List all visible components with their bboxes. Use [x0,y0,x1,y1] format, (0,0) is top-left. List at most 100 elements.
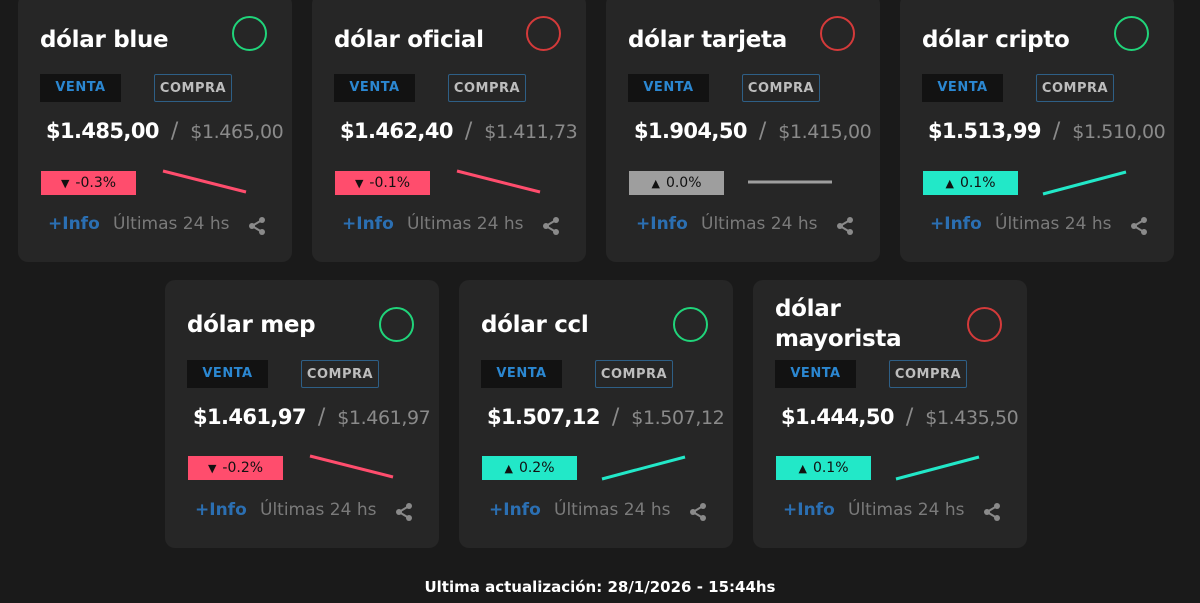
sparkline [162,169,247,194]
share-icon[interactable] [394,502,414,522]
card-title: dólar tarjeta [628,27,787,53]
change-badge: ▲ 0.1% [776,456,871,480]
compra-tab[interactable]: COMPRA [742,74,820,102]
change-value: -0.2% [222,460,264,476]
share-icon[interactable] [541,216,561,236]
venta-tab[interactable]: VENTA [775,360,856,388]
venta-tab[interactable]: VENTA [628,74,709,102]
trend-circle-icon [526,16,561,51]
venta-tab[interactable]: VENTA [40,74,121,102]
change-value: 0.0% [665,175,702,191]
more-info-link[interactable]: +Info [195,500,247,520]
triangle-up-icon: ▲ [798,462,807,475]
price-row: $1.462,40/$1.411,73 [340,119,578,144]
more-info-link[interactable]: +Info [48,214,100,234]
venta-tab[interactable]: VENTA [481,360,562,388]
buy-price: $1.465,00 [190,121,284,143]
venta-tab[interactable]: VENTA [334,74,415,102]
compra-tab[interactable]: COMPRA [154,74,232,102]
change-badge: ▼ -0.2% [188,456,283,480]
venta-tab[interactable]: VENTA [187,360,268,388]
card-title: dólar mep [187,312,316,338]
sparkline [1042,170,1127,196]
trend-circle-icon [379,307,414,342]
price-row: $1.485,00/$1.465,00 [46,119,284,144]
trend-circle-icon [232,16,267,51]
share-icon[interactable] [688,502,708,522]
compra-tab[interactable]: COMPRA [595,360,673,388]
change-value: 0.1% [812,460,849,476]
triangle-down-icon: ▼ [207,462,217,475]
period-label: Últimas 24 hs [995,214,1112,234]
period-label: Últimas 24 hs [848,500,965,520]
buy-price: $1.507,12 [631,407,725,429]
triangle-up-icon: ▲ [651,177,660,190]
price-row: $1.904,50/$1.415,00 [634,119,872,144]
change-value: -0.1% [369,175,411,191]
card-dolar-blue: dólar blue VENTA COMPRA $1.485,00/$1.465… [18,0,292,262]
price-row: $1.444,50/$1.435,50 [781,405,1019,430]
card-dolar-mayorista: dólar mayorista VENTA COMPRA $1.444,50/$… [753,280,1027,548]
more-info-link[interactable]: +Info [342,214,394,234]
period-label: Últimas 24 hs [113,214,230,234]
card-title: dólar oficial [334,27,484,53]
trend-circle-icon [967,307,1002,342]
share-icon[interactable] [1129,216,1149,236]
sparkline [601,455,686,481]
buy-price: $1.415,00 [778,121,872,143]
card-dolar-cripto: dólar cripto VENTA COMPRA $1.513,99/$1.5… [900,0,1174,262]
venta-tab[interactable]: VENTA [922,74,1003,102]
more-info-link[interactable]: +Info [930,214,982,234]
sell-price: $1.507,12 [487,405,600,429]
sell-price: $1.904,50 [634,119,747,143]
last-update-text: Ultima actualización: 28/1/2026 - 15:44h… [424,578,776,596]
more-info-link[interactable]: +Info [489,500,541,520]
sell-price: $1.485,00 [46,119,159,143]
triangle-up-icon: ▲ [504,462,513,475]
compra-tab[interactable]: COMPRA [448,74,526,102]
compra-tab[interactable]: COMPRA [1036,74,1114,102]
card-title: dólar blue [40,27,169,53]
period-label: Últimas 24 hs [554,500,671,520]
price-row: $1.513,99/$1.510,00 [928,119,1166,144]
share-icon[interactable] [247,216,267,236]
buy-price: $1.461,97 [337,407,431,429]
compra-tab[interactable]: COMPRA [301,360,379,388]
period-label: Últimas 24 hs [701,214,818,234]
sparkline [456,169,541,194]
buy-price: $1.510,00 [1072,121,1166,143]
compra-tab[interactable]: COMPRA [889,360,967,388]
triangle-down-icon: ▼ [60,177,70,190]
card-dolar-oficial: dólar oficial VENTA COMPRA $1.462,40/$1.… [312,0,586,262]
period-label: Últimas 24 hs [407,214,524,234]
card-title: dólar cripto [922,27,1070,53]
change-badge: ▲ 0.2% [482,456,577,480]
triangle-down-icon: ▼ [354,177,364,190]
change-badge: ▲ 0.1% [923,171,1018,195]
price-row: $1.461,97/$1.461,97 [193,405,431,430]
sell-price: $1.513,99 [928,119,1041,143]
card-dolar-tarjeta: dólar tarjeta VENTA COMPRA $1.904,50/$1.… [606,0,880,262]
more-info-link[interactable]: +Info [783,500,835,520]
sell-price: $1.462,40 [340,119,453,143]
change-badge: ▲ 0.0% [629,171,724,195]
card-title: dólar ccl [481,312,589,338]
trend-circle-icon [1114,16,1149,51]
change-badge: ▼ -0.1% [335,171,430,195]
share-icon[interactable] [982,502,1002,522]
price-row: $1.507,12/$1.507,12 [487,405,725,430]
change-value: -0.3% [75,175,117,191]
sparkline [895,455,980,481]
buy-price: $1.435,50 [925,407,1019,429]
change-badge: ▼ -0.3% [41,171,136,195]
trend-circle-icon [673,307,708,342]
more-info-link[interactable]: +Info [636,214,688,234]
card-title: dólar mayorista [775,296,902,352]
sell-price: $1.461,97 [193,405,306,429]
sell-price: $1.444,50 [781,405,894,429]
buy-price: $1.411,73 [484,121,578,143]
share-icon[interactable] [835,216,855,236]
sparkline [309,454,394,479]
sparkline [748,180,832,184]
